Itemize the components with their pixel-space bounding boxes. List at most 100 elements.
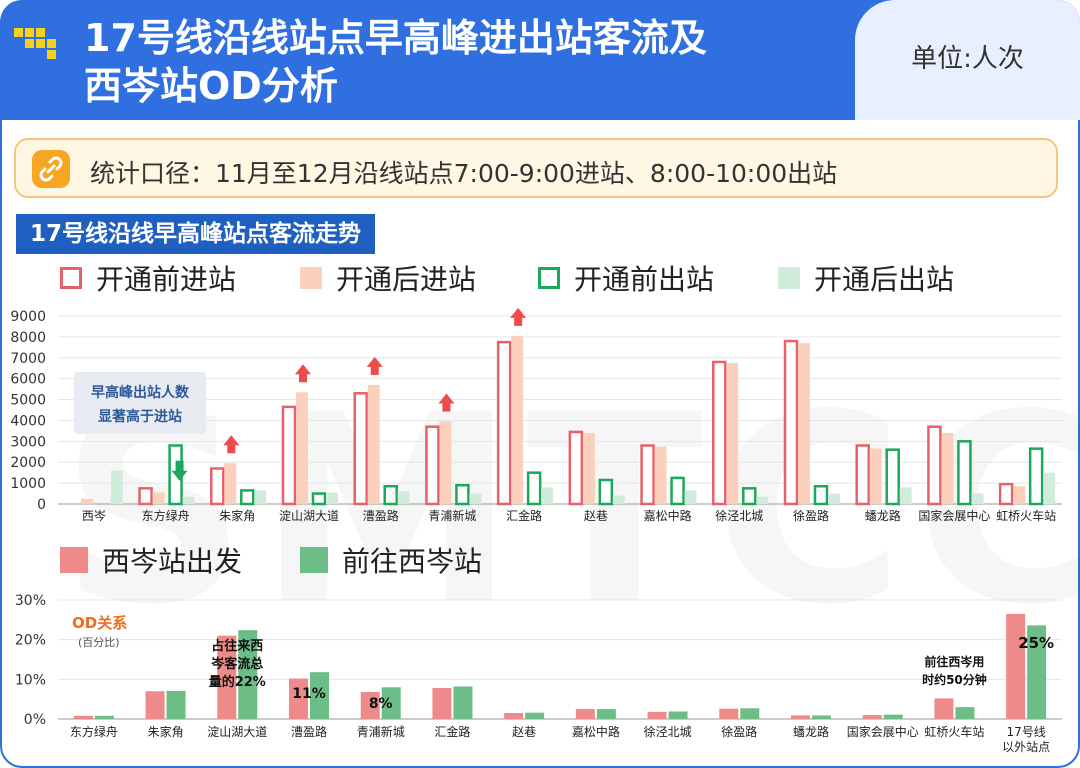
x-tick-label: 淀山湖大道 [207,724,267,739]
legend-after-in: 开通后进站 [300,262,476,298]
annotation-line: 岑客流总 [210,656,263,672]
data-label: 11% [292,686,326,702]
bar [647,711,667,719]
x-tick-label: 汇金路 [434,724,470,739]
bar [541,487,554,504]
x-tick-label: 东方绿舟 [142,508,190,523]
bar [504,713,524,719]
bar [1027,625,1047,719]
x-tick-label: 17号线 [1007,725,1046,739]
bar [998,482,1014,506]
bar [783,339,799,506]
arrow-up-icon [223,435,240,454]
y-tick-label: 3000 [10,434,46,450]
bar [957,440,972,506]
bar [855,444,870,506]
bar [224,463,237,504]
legend-label: 开通后进站 [336,263,477,296]
x-tick-label: 青浦新城 [357,724,405,739]
x-tick-label: 国家会展中心 [847,724,919,739]
bar [812,715,831,719]
bar [670,476,685,506]
bar [240,489,255,506]
arrow-up-icon [366,356,383,375]
x-tick-label: 徐泾北城 [715,508,763,523]
y-tick-label: 9000 [10,309,46,325]
x-tick-label: 蟠龙路 [793,724,829,739]
title-line-2: 西岑站OD分析 [84,64,338,108]
annotation-line: 前往西岑用 [924,654,984,669]
y-tick-label: 5000 [10,393,46,409]
y-tick-label: 1000 [10,476,46,492]
bar [899,487,912,504]
bar [883,714,903,719]
x-tick-label: 青浦新城 [428,508,476,523]
bar [869,448,882,504]
bar [353,392,368,506]
bar [326,492,338,504]
x-tick-label: 蟠龙路 [865,508,901,523]
header-bar: 17号线沿线站点早高峰进出站客流及 西岑站OD分析 单位:人次 [0,0,1080,120]
legend-swatch [60,267,82,289]
bar [712,360,727,506]
bar [397,491,410,504]
arrow-up-icon [510,307,527,326]
note-text: 统计口径：11月至12月沿线站点7:00-9:00进站、8:00-10:00出站 [90,159,838,188]
x-tick-label: 赵巷 [512,725,536,739]
bar [813,484,829,506]
bar [756,496,769,504]
y-tick-label: 0% [24,712,46,728]
legend-from-xicen: 西岑站出发 [60,544,242,580]
y-tick-label: 2000 [10,455,46,471]
legend-swatch [778,267,800,289]
data-label: 8% [369,696,393,712]
bar [568,430,584,506]
bar [526,471,542,506]
bar [1028,447,1044,506]
legend-to-xicen: 前往西岑站 [300,544,482,580]
legend-swatch [300,547,328,573]
legend-label: 开通后出站 [814,263,955,296]
x-tick-label: 淀山湖大道 [279,508,339,523]
legend-label: 西岑站出发 [102,545,243,578]
bar [367,384,380,504]
bar [971,493,984,504]
chart1-station-flow: 0 1000 2000 3000 4000 5000 6000 7000 8000 9000 西岑 东… [10,307,1062,523]
bar [596,709,616,719]
y-tick-label: 10% [15,672,46,688]
bar [94,715,114,719]
bar [742,487,757,506]
note-box: 统计口径：11月至12月沿线站点7:00-9:00进站、8:00-10:00出站 [14,138,1058,198]
x-tick-label: 虹桥火车站 [924,724,984,739]
bar [210,467,225,506]
bar [296,392,308,504]
legend-before-out: 开通前出站 [538,262,714,298]
bar [1013,486,1026,504]
legend-swatch [60,547,88,573]
bar [425,425,440,506]
bar [654,446,667,504]
link-icon [32,150,70,188]
x-tick-label: 徐盈路 [793,508,829,523]
annotation-line: 时约50分钟 [922,672,987,687]
bar [1006,613,1026,719]
unit-label: 单位:人次 [911,44,1024,74]
section-title: 17号线沿线早高峰站点客流走势 [16,214,376,254]
x-tick-label: 虹桥火车站 [996,508,1056,523]
bar [640,444,655,506]
od-subtitle: (百分比) [78,636,120,649]
legend-after-out: 开通后出站 [778,262,954,298]
bar [828,493,840,504]
title-line-1: 17号线沿线站点早高峰进出站客流及 [84,16,707,60]
bar [511,335,524,504]
x-tick-label: 东方绿舟 [70,724,118,739]
od-title: OD关系 [72,614,127,632]
legend-swatch [300,267,322,289]
x-tick-label: 徐盈路 [721,724,757,739]
y-tick-label: 8000 [10,330,46,346]
bar [684,490,697,504]
bar [740,708,760,719]
y-tick-label: 4000 [10,413,46,429]
legend-before-in: 开通前进站 [60,262,236,298]
